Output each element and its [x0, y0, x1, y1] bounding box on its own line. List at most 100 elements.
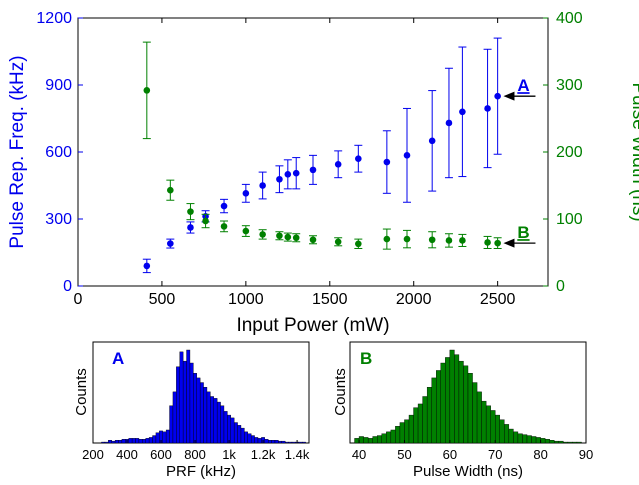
annotation-arrow-head: [503, 91, 515, 101]
data-point: [309, 166, 317, 174]
histogram-pulse-width-y-label: Counts: [332, 368, 349, 416]
histogram-pulse-width-x-label: Pulse Width (ns): [413, 463, 523, 480]
x-tick-label: 500: [149, 291, 176, 308]
histogram-bar: [135, 438, 140, 444]
histogram-bar: [549, 440, 555, 444]
histogram-bar: [254, 437, 259, 444]
histogram-bar: [417, 403, 423, 444]
y-left-tick-label: 600: [45, 144, 72, 161]
histogram-pulse-width-panel-label: B: [360, 349, 372, 368]
histogram-bar: [431, 377, 437, 444]
histogram-bar: [395, 426, 401, 444]
histogram-x-tick-label: 50: [397, 447, 411, 462]
histogram-bar: [288, 441, 293, 444]
histogram-bar: [152, 435, 157, 444]
data-point: [284, 171, 292, 178]
x-tick-label: 0: [74, 291, 83, 308]
data-point: [445, 237, 453, 244]
data-point: [355, 155, 362, 162]
histogram-bar: [526, 435, 532, 444]
data-point: [459, 108, 466, 116]
histogram-pulse-width-axes: 40 50 60 70 80 90: [352, 440, 593, 462]
data-point: [403, 152, 411, 159]
histogram-bar: [301, 441, 306, 444]
histogram-bar: [193, 373, 197, 444]
histogram-bar: [284, 441, 289, 444]
histogram-x-tick-label: 800: [184, 447, 206, 462]
main-chart: AB 0 500 1000 1500 2000 250003006009001200010…: [7, 10, 639, 336]
histogram-bar: [490, 410, 496, 444]
data-point: [242, 190, 250, 197]
histogram-bar: [408, 414, 414, 444]
histogram-bar: [111, 440, 116, 444]
histogram-bar: [554, 440, 559, 444]
histogram-bar: [377, 435, 382, 444]
data-point: [284, 233, 292, 241]
histogram-bar: [213, 398, 218, 444]
data-point: [428, 236, 436, 244]
histogram-bar: [274, 440, 279, 444]
histogram-prf-y-label: Counts: [73, 368, 90, 416]
histogram-x-tick-label: 90: [579, 447, 593, 462]
histogram-bar: [449, 349, 455, 444]
histogram-bar: [298, 441, 303, 444]
y-left-tick-label: 900: [45, 77, 72, 94]
histogram-bar: [257, 438, 262, 444]
data-point: [242, 227, 250, 235]
y-right-tick-label: 100: [556, 211, 583, 228]
histogram-prf-bars: [101, 349, 306, 444]
data-point: [167, 186, 174, 194]
data-point: [494, 92, 501, 100]
histogram-bar: [495, 414, 500, 444]
histogram-bar: [399, 422, 405, 444]
histogram-bar: [354, 438, 360, 444]
histogram-bar: [390, 429, 396, 444]
histogram-bar: [404, 419, 410, 444]
data-point: [202, 217, 209, 225]
histogram-bar: [104, 441, 109, 444]
y-left-tick-label: 300: [45, 211, 72, 228]
data-point: [459, 237, 466, 244]
histogram-bar: [220, 405, 225, 444]
histogram-bar: [250, 435, 255, 444]
histogram-bar: [481, 400, 487, 444]
histogram-bar: [227, 414, 231, 444]
histogram-bar: [176, 366, 180, 444]
histogram-bar: [131, 438, 136, 444]
histogram-x-tick-label: 80: [533, 447, 547, 462]
histogram-bar: [233, 422, 238, 444]
data-point: [259, 231, 266, 238]
y-axis-right-label: Pulse Width (ns): [628, 82, 639, 221]
histogram-bar: [422, 396, 428, 444]
data-point: [292, 234, 300, 242]
histogram-bar: [476, 391, 482, 444]
histogram-bar: [230, 417, 235, 444]
data-point: [484, 239, 491, 246]
y-right-tick-label: 400: [556, 10, 583, 27]
histogram-bar: [436, 370, 441, 444]
histogram-bar: [271, 440, 276, 444]
histogram-bar: [426, 387, 432, 444]
histogram-bar: [172, 391, 177, 444]
data-point: [403, 235, 411, 243]
histogram-bar: [576, 441, 582, 444]
histogram-x-tick-label: 1k: [222, 447, 236, 462]
histogram-prf-axes: 200 400 600 800 1k 1.2k 1.4k: [82, 440, 310, 462]
main-plot-frame: [77, 17, 549, 287]
histogram-bar: [381, 433, 387, 444]
histogram-bar: [372, 436, 378, 444]
histogram-pulse-width-bars: [354, 349, 582, 444]
histogram-bar: [467, 373, 473, 444]
histogram-bar: [413, 407, 419, 444]
data-point: [167, 240, 174, 247]
histogram-pulse-width: 40 50 60 70 80 90 B Pulse Width (ns) Counts: [332, 341, 593, 480]
y-axis-left-label: Pulse Rep. Freq. (kHz): [7, 55, 28, 248]
annotation-arrow-head: [503, 238, 515, 248]
histogram-bar: [278, 440, 282, 444]
histogram-bar: [267, 440, 272, 444]
histogram-bar: [108, 440, 112, 444]
histogram-bar: [138, 439, 143, 444]
histogram-bar: [196, 377, 201, 444]
histogram-bar: [206, 391, 211, 444]
